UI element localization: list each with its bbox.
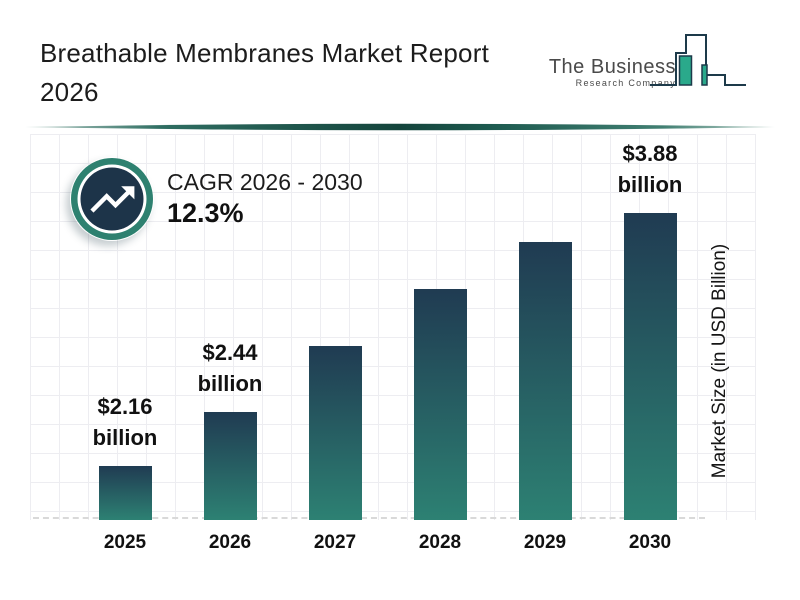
x-label-2025: 2025	[103, 532, 147, 553]
logo-company-name: The Business	[548, 56, 676, 78]
value-amount: $3.88	[622, 141, 678, 166]
bar-2029	[518, 242, 572, 520]
logo-wordmark: The Business Research Company	[549, 56, 676, 88]
page-title-line2: 2026	[40, 77, 99, 107]
value-label-2026: $2.44 billion	[155, 337, 305, 399]
bar-2025	[98, 466, 152, 520]
divider	[25, 123, 775, 131]
cagr-value: 12.3%	[167, 198, 244, 228]
y-axis-label: Market Size (in USD Billion)	[709, 243, 730, 479]
value-amount: $2.16	[97, 394, 153, 419]
page-title-line1: Breathable Membranes Market Report	[40, 38, 490, 68]
bar-2027	[308, 346, 362, 520]
value-unit: billion	[197, 371, 263, 396]
x-label-2030: 2030	[628, 532, 672, 553]
x-label-2028: 2028	[418, 532, 462, 553]
value-unit: billion	[92, 425, 158, 450]
value-amount: $2.44	[202, 340, 258, 365]
trending-up-icon	[71, 158, 153, 240]
logo-bars-icon	[650, 34, 746, 86]
x-label-2026: 2026	[208, 532, 252, 553]
bar-2028	[413, 289, 467, 520]
bar-2030	[623, 213, 677, 520]
cagr-badge	[70, 157, 154, 241]
value-unit: billion	[617, 172, 683, 197]
bar-2026	[203, 412, 257, 520]
value-label-2025: $2.16 billion	[50, 391, 200, 453]
x-label-2029: 2029	[523, 532, 567, 553]
cagr-label: CAGR 2026 - 2030	[167, 169, 363, 195]
x-label-2027: 2027	[313, 532, 357, 553]
page-title: Breathable Membranes Market Report 2026	[40, 34, 489, 112]
logo-company-subname: Research Company	[575, 78, 676, 88]
x-axis-baseline	[33, 517, 705, 519]
chart-area: $2.16 billion 2025 $2.44 billion 2026 2027 2028…	[30, 134, 756, 553]
value-label-2030: $3.88 billion	[575, 138, 725, 200]
